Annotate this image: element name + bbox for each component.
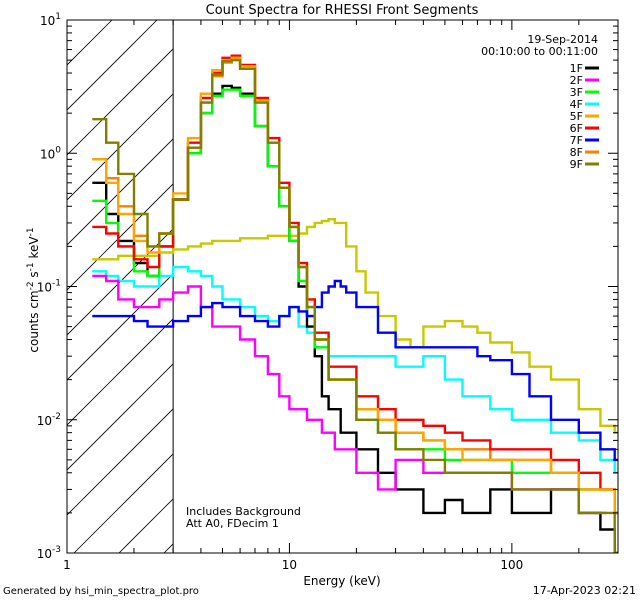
- y-tick-label: 10-3: [37, 545, 61, 561]
- series-line-4f: [92, 265, 618, 474]
- legend-label-5f: 5F: [570, 110, 583, 123]
- hatch-line: [67, 93, 174, 201]
- series-line-5f: [92, 56, 618, 515]
- series-line-7f: [92, 279, 618, 462]
- hatch-line: [73, 453, 174, 553]
- chart-title: Count Spectra for RHESSI Front Segments: [206, 3, 479, 18]
- y-tick-base: 10: [37, 547, 52, 561]
- y-tick-base: 10: [40, 14, 55, 28]
- legend-label-2f: 2F: [570, 74, 583, 87]
- y-axis-label: counts cm-2 s-1 keV-1: [26, 227, 41, 352]
- y-axis-label-part: counts cm: [27, 290, 41, 352]
- series-layer: [92, 54, 618, 553]
- legend-label-9f: 9F: [570, 158, 583, 171]
- series-line-1f: [92, 84, 618, 553]
- y-axis-label-part: s: [27, 271, 41, 281]
- x-tick-label: 100: [500, 558, 523, 572]
- y-tick-base: 10: [37, 414, 52, 428]
- x-tick-label: 10: [282, 558, 297, 572]
- legend-label-4f: 4F: [570, 98, 583, 111]
- y-tick-base: 10: [37, 281, 52, 295]
- series-line-6f: [92, 54, 618, 515]
- legend-label-6f: 6F: [570, 122, 583, 135]
- hatch-line: [67, 20, 158, 111]
- hatch-line: [67, 228, 174, 336]
- x-axis-ticks: 1 10 100: [63, 20, 619, 572]
- series-line-8f: [92, 58, 618, 515]
- legend-label-7f: 7F: [570, 134, 583, 147]
- y-tick-exponent: -2: [52, 412, 61, 422]
- y-tick-exponent: -3: [52, 545, 61, 555]
- y-tick-exponent: -1: [52, 279, 61, 289]
- y-axis-label-sup: -1: [26, 262, 36, 271]
- footer-generator: Generated by hsi_min_spectra_plot.pro: [3, 586, 199, 597]
- hatch-line: [67, 48, 174, 156]
- legend-label-3f: 3F: [570, 86, 583, 99]
- series-line-9f: [92, 58, 618, 553]
- y-tick-exponent: 1: [55, 12, 61, 22]
- observation-time-range: 00:10:00 to 00:11:00: [481, 45, 598, 58]
- y-tick-label: 10-2: [37, 412, 61, 428]
- y-axis-label-sup: -2: [26, 281, 36, 290]
- annotation-attenuator: Att A0, FDecim 1: [186, 517, 279, 530]
- y-tick-base: 10: [40, 147, 55, 161]
- annotation-background: Includes Background: [186, 505, 301, 518]
- x-tick-label: 1: [63, 558, 71, 572]
- hatch-line: [67, 408, 174, 516]
- y-tick-label: 10-1: [37, 279, 61, 295]
- series-line-2f: [92, 274, 607, 515]
- y-tick-label: 100: [40, 145, 61, 161]
- x-axis-label: Energy (keV): [303, 574, 380, 588]
- observation-date: 19-Sep-2014: [527, 33, 598, 46]
- y-tick-label: 101: [40, 12, 61, 28]
- footer-timestamp: 17-Apr-2023 02:21: [533, 584, 636, 597]
- legend-label-8f: 8F: [570, 146, 583, 159]
- hatch-line: [67, 363, 174, 471]
- series-line-unlabeled: [92, 218, 618, 434]
- y-axis-label-sup: -1: [26, 227, 36, 236]
- y-axis-label-part: keV: [27, 236, 41, 263]
- legend-label-1f: 1F: [570, 62, 583, 75]
- y-tick-exponent: 0: [55, 145, 61, 155]
